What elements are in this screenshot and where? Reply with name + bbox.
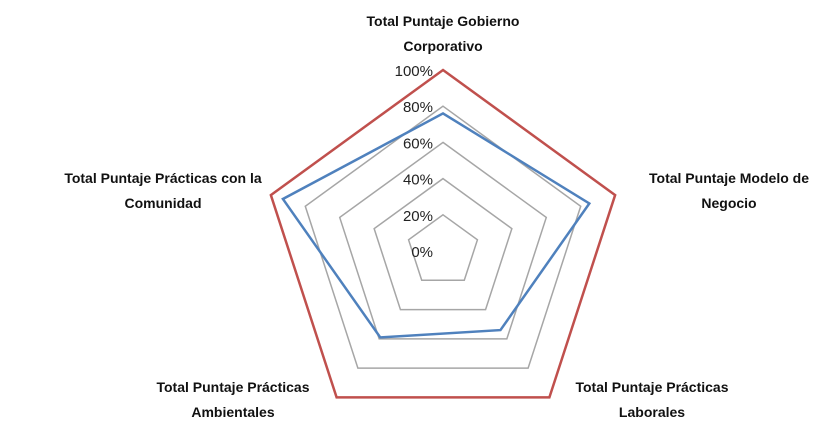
grid-ring	[373, 177, 513, 311]
tick-label: 100%	[395, 63, 433, 80]
grid-ring	[269, 69, 617, 399]
tick-label: 40%	[403, 172, 433, 189]
grid-ring	[338, 141, 548, 340]
grid-ring	[304, 105, 582, 369]
category-label: Total Puntaje Prácticas Laborales	[575, 379, 729, 420]
category-label: Total Puntaje Prácticas con la Comunidad	[64, 170, 262, 211]
series-line	[269, 68, 617, 399]
tick-label: 80%	[403, 99, 433, 116]
category-label: Total Puntaje Gobierno Corporativo	[366, 13, 520, 54]
tick-label: 0%	[411, 244, 433, 261]
category-label: Total Puntaje Modelo de Negocio	[649, 170, 809, 211]
series-line	[281, 111, 592, 339]
grid-ring	[407, 213, 479, 282]
tick-label: 20%	[403, 208, 433, 225]
tick-label: 60%	[403, 135, 433, 152]
category-label: Total Puntaje Prácticas Ambientales	[156, 379, 310, 420]
